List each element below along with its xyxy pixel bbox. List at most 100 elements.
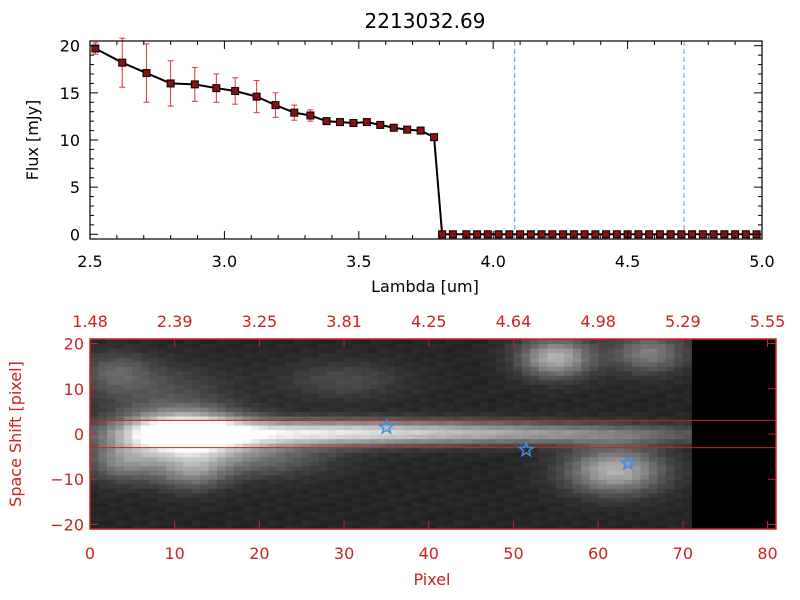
heatmap-cell xyxy=(123,366,133,372)
heatmap-cell xyxy=(623,379,633,385)
heatmap-cell xyxy=(445,510,455,517)
heatmap-cell xyxy=(394,420,404,426)
heatmap-cell xyxy=(437,424,447,431)
heatmap-cell xyxy=(293,510,303,517)
heatmap-cell xyxy=(682,506,692,512)
heatmap-cell xyxy=(98,470,108,476)
heatmap-cell xyxy=(174,420,184,426)
heatmap-cell xyxy=(149,411,159,417)
data-point xyxy=(271,101,280,110)
heatmap-cell xyxy=(352,388,362,394)
heatmap-cell xyxy=(90,497,100,503)
heatmap-cell xyxy=(310,379,320,385)
heatmap-cell xyxy=(318,397,328,403)
heatmap-cell xyxy=(521,452,531,458)
heatmap-cell xyxy=(394,470,404,476)
heatmap-cell xyxy=(682,474,692,480)
heatmap-cell xyxy=(538,452,548,458)
heatmap-cell xyxy=(191,447,201,453)
heatmap-cell xyxy=(208,497,218,503)
heatmap-cell xyxy=(521,339,531,345)
heatmap-cell xyxy=(581,375,591,381)
heatmap-cell xyxy=(598,465,608,471)
heatmap-cell xyxy=(276,411,286,417)
heatmap-cell xyxy=(445,434,455,440)
heatmap-cell xyxy=(657,415,667,422)
heatmap-cell xyxy=(606,461,616,467)
heatmap-cell xyxy=(123,479,133,485)
heatmap-cell xyxy=(140,438,150,444)
heatmap-cell xyxy=(657,443,667,449)
heatmap-cell xyxy=(98,447,108,453)
heatmap-cell xyxy=(403,510,413,517)
heatmap-cell xyxy=(90,348,100,354)
heatmap-cell xyxy=(293,470,303,476)
heatmap-cell xyxy=(496,506,506,512)
heatmap-cell xyxy=(377,415,388,422)
heatmap-cell xyxy=(276,393,286,399)
heatmap-cell xyxy=(191,506,201,512)
vertical-dashed-lines xyxy=(442,41,762,239)
heatmap-cell xyxy=(293,488,303,494)
heatmap-cell xyxy=(606,411,616,417)
heatmap-cell xyxy=(623,429,633,435)
heatmap-cell xyxy=(581,461,591,467)
heatmap-cell xyxy=(318,424,328,431)
heatmap-cell xyxy=(377,483,388,489)
heatmap-cell xyxy=(301,434,311,440)
heatmap-cell xyxy=(462,339,472,345)
heatmap-cell xyxy=(293,357,303,363)
heatmap-cell xyxy=(386,411,396,417)
heatmap-cell xyxy=(403,488,413,494)
heatmap-cell xyxy=(191,348,201,354)
heatmap-cell xyxy=(657,438,667,444)
heatmap-cell xyxy=(132,370,142,376)
heatmap-cell xyxy=(352,443,362,449)
heatmap-cell xyxy=(327,397,337,403)
heatmap-cell xyxy=(301,370,311,376)
heatmap-cell xyxy=(318,370,328,376)
heatmap-cell xyxy=(581,456,591,462)
heatmap-cell xyxy=(513,388,523,394)
heatmap-cell xyxy=(504,402,515,408)
heatmap-cell xyxy=(538,443,548,449)
heatmap-cell xyxy=(361,497,371,503)
heatmap-cell xyxy=(335,370,345,376)
heatmap-cell xyxy=(284,443,294,449)
heatmap-cell xyxy=(361,438,371,444)
heatmap-cell xyxy=(598,379,608,385)
heatmap-cell xyxy=(530,370,540,376)
heatmap-cell xyxy=(623,465,633,471)
heatmap-cell xyxy=(318,420,328,426)
heatmap-cell xyxy=(200,501,210,507)
heatmap-cell xyxy=(191,479,201,485)
heatmap-cell xyxy=(632,375,642,381)
heatmap-cell xyxy=(513,461,523,467)
heatmap-cell xyxy=(488,415,498,422)
heatmap-cell xyxy=(140,524,150,530)
heatmap-cell xyxy=(606,366,616,372)
heatmap-cell xyxy=(547,411,557,417)
heatmap-cell xyxy=(488,519,498,526)
heatmap-cell xyxy=(462,415,472,422)
heatmap-cell xyxy=(166,420,176,426)
heatmap-cell xyxy=(665,438,675,444)
heatmap-cell xyxy=(140,411,150,417)
heatmap-cell xyxy=(428,339,438,345)
heatmap-cell xyxy=(462,370,472,376)
heatmap-cell xyxy=(301,411,311,417)
heatmap-cell xyxy=(361,465,371,471)
heatmap-cell xyxy=(276,384,286,390)
heatmap-cell xyxy=(183,519,193,526)
heatmap-cell xyxy=(589,434,599,440)
heatmap-cell xyxy=(242,492,252,498)
heatmap-cell xyxy=(242,438,252,444)
heatmap-cell xyxy=(504,406,515,412)
heatmap-cell xyxy=(259,524,269,530)
heatmap-cell xyxy=(572,379,582,385)
heatmap-cell xyxy=(386,406,396,412)
heatmap-cell xyxy=(344,339,354,345)
heatmap-cell xyxy=(648,465,659,471)
heatmap-cell xyxy=(310,438,320,444)
heatmap-cell xyxy=(208,361,218,367)
